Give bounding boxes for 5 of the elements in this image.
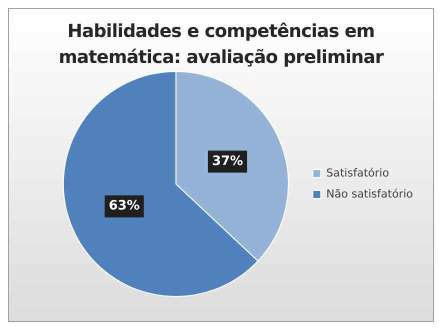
legend-label: Satisfatório bbox=[326, 166, 390, 180]
data-label: 63% bbox=[108, 198, 140, 214]
chart-title: Habilidades e competências em matemática: avaliação preliminar bbox=[58, 20, 385, 70]
legend-label: Não satisfatório bbox=[326, 187, 414, 200]
data-label: 37% bbox=[212, 154, 244, 170]
